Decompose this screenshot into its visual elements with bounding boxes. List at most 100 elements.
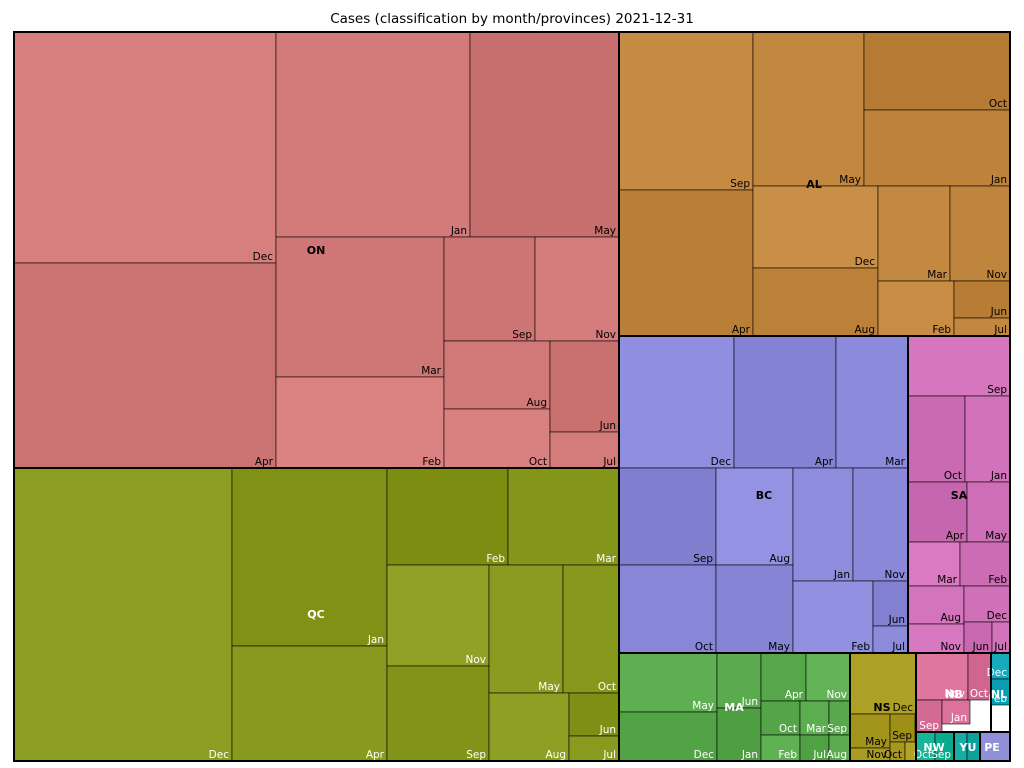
month-label: Dec xyxy=(694,749,715,761)
month-label: Jan xyxy=(990,470,1007,482)
month-label: May xyxy=(768,641,790,653)
month-label: Jan xyxy=(741,749,758,761)
month-label: Aug xyxy=(545,749,566,761)
cell-ma-jun xyxy=(716,652,762,709)
cell-ma-feb xyxy=(760,734,801,762)
month-label: May xyxy=(594,225,616,237)
cell-bc-may xyxy=(715,564,794,654)
month-label: Oct xyxy=(695,641,713,653)
month-label: Aug xyxy=(854,324,875,336)
month-label: Nov xyxy=(596,329,617,341)
cell-sa-sep xyxy=(907,335,1011,397)
cell-nb-nov xyxy=(915,652,969,701)
month-label: Dec xyxy=(855,256,876,268)
cell-ma-may xyxy=(618,652,718,713)
treemap-frame xyxy=(13,31,1011,762)
month-label: Jul xyxy=(993,641,1007,653)
cell-al-jun xyxy=(953,280,1011,319)
province-group-on: Dec Apr Jan May Mar Feb Sep Nov Aug Oct Jun Jul ON xyxy=(13,31,620,469)
cell-bc-nov xyxy=(852,467,909,582)
month-label: Jul xyxy=(602,456,616,468)
province-label: NB xyxy=(945,688,963,701)
month-label: Aug xyxy=(769,553,790,565)
month-label: Jun xyxy=(599,420,616,432)
cell-al-apr xyxy=(618,189,754,337)
cell-qc-may xyxy=(488,564,564,694)
cell-on-nov xyxy=(534,236,620,342)
province-label: NL xyxy=(991,688,1007,701)
province-group-al: Sep Apr May Oct Jan Dec Aug Mar Nov Feb Jun Jul AL xyxy=(618,31,1011,337)
month-label: Apr xyxy=(366,749,385,761)
month-label: Apr xyxy=(255,456,274,468)
cell-al-jan xyxy=(863,109,1011,187)
month-label: Aug xyxy=(940,612,961,624)
cell-bc-jun xyxy=(872,580,909,627)
month-label: Jan xyxy=(950,712,967,724)
province-label: SA xyxy=(951,489,968,502)
month-label: May xyxy=(839,174,861,186)
cell-bc-oct xyxy=(618,564,717,654)
month-label: Feb xyxy=(932,324,951,336)
cell-ma-dec xyxy=(618,711,718,762)
cell-bc-apr xyxy=(733,335,837,469)
cell-bc-mar xyxy=(835,335,909,469)
cell-al-feb xyxy=(877,280,955,337)
cell-sa-dec xyxy=(963,585,1011,623)
province-group-pe: PE xyxy=(979,731,1011,762)
province-group-qc: Dec Jan Apr Feb Mar Nov Sep May Oct Aug Jun Jul QC xyxy=(13,467,620,762)
cell-on-apr xyxy=(13,262,277,469)
month-label: Nov xyxy=(867,749,888,761)
cell-al-mar xyxy=(877,185,951,282)
month-label: Dec xyxy=(893,702,914,714)
cell-bc-feb xyxy=(792,580,874,654)
cell-qc-oct xyxy=(562,564,620,694)
month-label: Oct xyxy=(944,470,962,482)
month-label: Jul xyxy=(602,749,616,761)
month-label: Apr xyxy=(815,456,834,468)
month-label: Feb xyxy=(851,641,870,653)
province-label: ON xyxy=(307,244,326,257)
cell-bc-dec xyxy=(618,335,735,469)
cell-al-sep xyxy=(618,31,754,191)
month-label: Sep xyxy=(466,749,486,761)
month-label: May xyxy=(865,736,887,748)
month-label: Feb xyxy=(778,749,797,761)
month-label: Feb xyxy=(988,574,1007,586)
province-label: NW xyxy=(923,741,944,754)
province-group-yu: YU xyxy=(953,731,981,762)
month-label: Oct xyxy=(884,749,902,761)
province-label: MA xyxy=(724,701,744,714)
province-label: AL xyxy=(806,178,822,191)
month-label: Aug xyxy=(526,397,547,409)
cell-sa-may xyxy=(966,481,1011,543)
month-label: Jun xyxy=(888,614,905,626)
month-label: Aug xyxy=(826,749,847,761)
cell-al-may xyxy=(752,31,865,187)
cell-bc-sep xyxy=(618,467,717,566)
province-label: PE xyxy=(984,741,1000,754)
month-label: Mar xyxy=(806,723,826,735)
month-label: Dec xyxy=(253,251,274,263)
cell-sa-mar xyxy=(907,541,961,587)
province-group-sa: Sep Oct Jan Apr May Mar Feb Aug Dec Nov Jun Jul SA xyxy=(907,335,1011,654)
cell-al-nov xyxy=(949,185,1011,282)
month-label: Oct xyxy=(989,98,1007,110)
month-label: Jun xyxy=(972,641,989,653)
month-label: Jan xyxy=(450,225,467,237)
month-label: Sep xyxy=(730,178,750,190)
month-label: May xyxy=(538,681,560,693)
cell-bc-jul xyxy=(872,625,909,654)
month-label: Dec xyxy=(987,610,1008,622)
cell-al-dec xyxy=(752,185,879,269)
cell-bc-aug xyxy=(715,467,794,566)
month-label: Nov xyxy=(466,654,487,666)
month-label: Jun xyxy=(599,724,616,736)
month-label: Apr xyxy=(732,324,751,336)
month-label: Apr xyxy=(946,530,965,542)
month-label: Nov xyxy=(945,688,966,700)
